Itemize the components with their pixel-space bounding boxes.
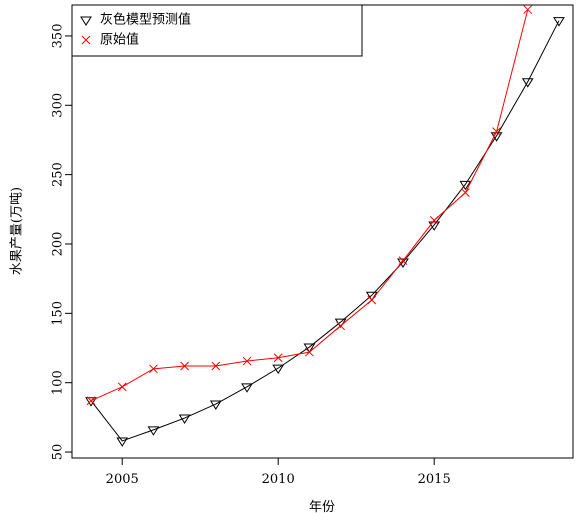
x-tick-label: 2010 (262, 472, 295, 487)
marker (86, 396, 96, 406)
x-tick-label: 2005 (106, 472, 139, 487)
marker (521, 78, 534, 88)
y-tick-label: 150 (51, 301, 66, 326)
y-tick-label: 300 (51, 93, 66, 118)
marker (398, 256, 408, 265)
marker (305, 347, 314, 357)
marker (149, 364, 158, 374)
x-axis-label: 年份 (309, 500, 335, 515)
marker (367, 295, 377, 305)
y-axis-label: 水果产量(万吨) (10, 187, 25, 275)
y-tick-label: 200 (51, 232, 66, 257)
marker (117, 382, 127, 392)
x-tick-label: 2015 (418, 472, 451, 487)
legend-box (71, 4, 363, 57)
series-line (90, 20, 560, 442)
marker (273, 353, 283, 363)
marker (147, 426, 160, 436)
marker (180, 361, 189, 371)
marker (459, 180, 472, 191)
marker (523, 5, 533, 14)
legend-label: 灰色模型预测值 (100, 12, 191, 28)
marker (553, 17, 565, 27)
marker (178, 414, 191, 424)
y-tick-label: 50 (51, 444, 66, 461)
marker (85, 397, 97, 407)
marker (428, 221, 441, 231)
marker (303, 343, 316, 353)
marker (490, 132, 503, 142)
marker (336, 321, 345, 331)
marker (241, 383, 253, 393)
marker (272, 364, 285, 375)
marker (116, 437, 129, 447)
marker (211, 361, 221, 371)
marker (80, 16, 92, 26)
y-tick-label: 250 (51, 162, 66, 187)
plot-frame (71, 4, 574, 459)
marker (209, 400, 222, 410)
y-tick-label: 100 (51, 370, 66, 395)
legend-label: 原始值 (100, 32, 139, 48)
marker (81, 35, 91, 45)
series-line (90, 9, 529, 402)
marker (492, 127, 501, 136)
marker (242, 356, 252, 366)
marker (461, 188, 470, 198)
y-tick-label: 350 (51, 24, 66, 49)
marker (429, 216, 439, 225)
